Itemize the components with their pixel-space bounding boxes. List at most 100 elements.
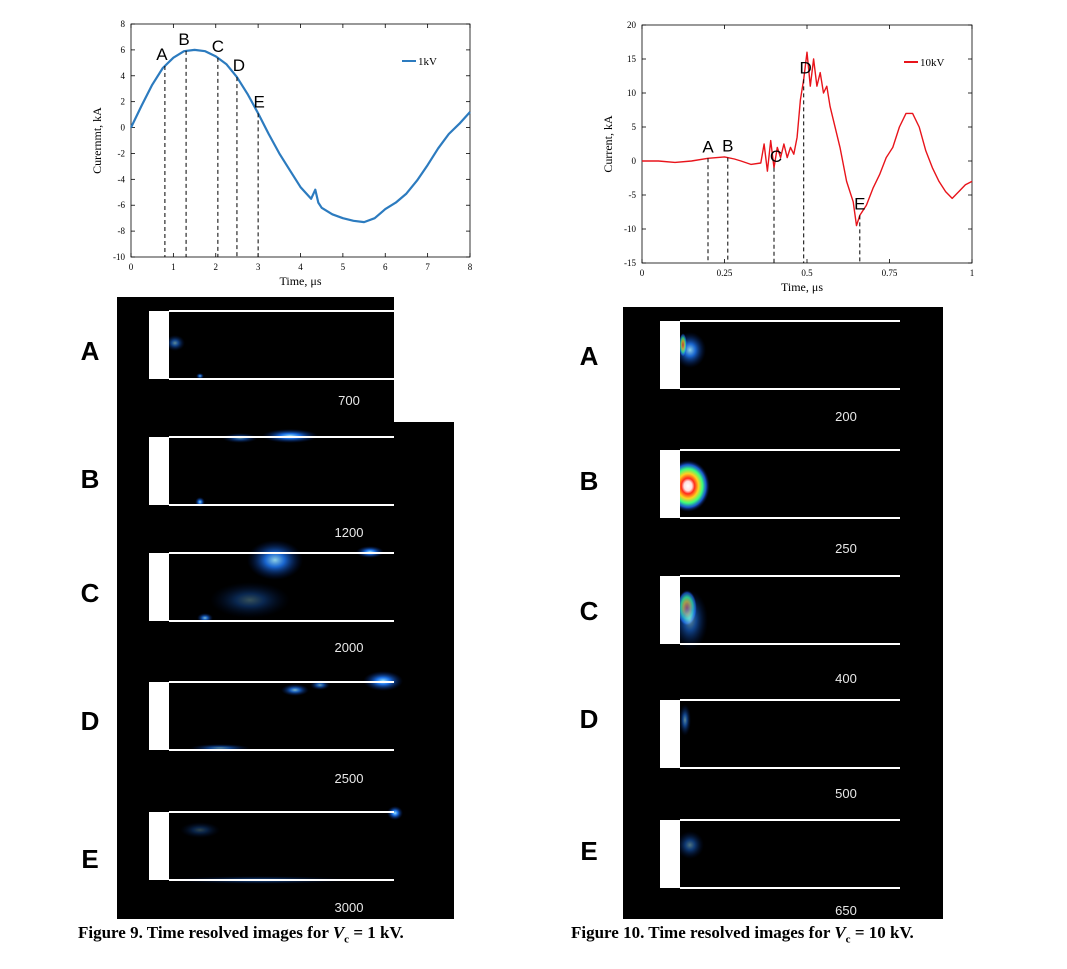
electrode [149,311,169,379]
y-tick-label: 0 [121,123,126,133]
electrode [660,321,680,389]
electrode [149,553,169,621]
plasma-glow [676,831,704,859]
x-tick-label: 5 [341,262,346,272]
plasma-glow [180,822,220,838]
frame-value: 200 [835,409,857,424]
legend-label: 1kV [418,56,437,68]
marker-label: A [702,137,714,156]
frame-value: 700 [338,393,360,408]
electrode [149,437,169,505]
figure9-frame-d: 2500 [140,668,454,786]
electrode [660,576,680,644]
frame-value: 1200 [335,525,364,540]
x-tick-label: 0.25 [717,268,733,278]
y-tick-label: -2 [118,148,126,158]
plasma-glow [387,806,403,820]
frame-value: 400 [835,671,857,686]
y-tick-label: 5 [632,122,637,132]
x-tick-label: 8 [468,262,473,272]
y-tick-label: 6 [121,45,126,55]
figure9-image-panel: 700 1200 2000 2500 3000 [117,297,454,919]
frame-value: 650 [835,903,857,918]
y-axis-label: Curernmt, kA [90,107,104,174]
plasma-glow [165,335,185,351]
x-tick-label: 0 [640,268,645,278]
x-tick-label: 2 [214,262,219,272]
figure10-image-panel: 200 250 400 500 650 [623,307,943,919]
figure10-caption: Figure 10. Time resolved images for Vc =… [571,923,914,946]
current-chart-10kv: 0 0.25 0.5 0.75 1 20 15 10 5 0 -5 -10 -15 Time, μs Cur… [601,20,974,294]
x-tick-label: 3 [256,262,261,272]
figure10-frame-a: 200 [660,320,900,424]
plasma-glow [672,590,708,650]
y-tick-label: 2 [121,97,126,107]
figure9-frame-c: 2000 [140,539,454,655]
figure9-row-letter: C [81,578,100,608]
plasma-glow [679,333,687,357]
x-tick-label: 0.5 [801,268,813,278]
x-tick-label: 0 [129,262,134,272]
figure9-frame-e: 3000 [140,798,454,915]
x-tick-label: 4 [298,262,303,272]
legend-label: 10kV [920,57,945,69]
figure9-row-letter: A [81,336,100,366]
plasma-glow [196,373,204,379]
electrode [660,700,680,768]
plasma-glow [247,540,303,580]
y-tick-label: 8 [121,19,126,29]
electrode [660,820,680,888]
figure9-frame-b: 1200 [140,423,454,540]
y-tick-label: 20 [627,20,637,30]
figure10-row-letter: E [580,836,597,866]
y-tick-label: 15 [627,54,637,64]
plasma-glow [679,704,691,736]
figure9-panel-notch [394,297,454,422]
figure9-row-letter: B [81,464,100,494]
figure10-row-letter: A [580,341,599,371]
figure9-frame-a: 700 [149,310,394,408]
x-axis-label: Time, μs [781,280,823,294]
frame-gap [140,668,454,678]
figure9-row-letter: D [81,706,100,736]
series-line [130,48,471,224]
figure10-frame-e: 650 [660,819,900,918]
marker-label: A [156,45,168,64]
frame-value: 250 [835,541,857,556]
x-tick-label: 1 [970,268,975,278]
y-tick-label: 4 [121,71,126,81]
marker-label: B [178,30,189,49]
marker-label: E [854,194,865,213]
figure10-frame-b: 250 [660,449,900,556]
marker-label: C [212,37,224,56]
x-tick-label: 1 [171,262,176,272]
y-tick-label: 10 [627,88,637,98]
marker-label: D [233,56,245,75]
figure10-frame-d: 500 [660,699,900,801]
y-tick-label: -4 [118,174,126,184]
marker-label: B [722,137,733,156]
y-axis-label: Current, kA [601,115,615,173]
figure10-row-letter: D [580,704,599,734]
figure10-row-letter: C [580,596,599,626]
frame-value: 500 [835,786,857,801]
series-line [642,51,973,227]
current-chart-1kv: 0 1 2 3 4 5 6 7 8 8 6 4 2 0 -2 -4 -6 -8 -10 Time, μs Curernm… [90,19,473,288]
electrode [149,812,169,880]
figure10-frame-c: 400 [660,575,900,686]
plasma-glow [210,582,290,618]
frame-value: 3000 [335,900,364,915]
x-tick-label: 0.75 [882,268,898,278]
electrode [660,450,680,518]
y-tick-label: -8 [118,226,126,236]
figure9-caption: Figure 9. Time resolved images for Vc = … [78,923,404,946]
plasma-glow [281,684,309,696]
marker-label: C [770,147,782,166]
y-tick-label: -10 [624,224,636,234]
figure10-row-letter: B [580,466,599,496]
x-axis-label: Time, μs [279,274,321,288]
frame-value: 2500 [335,771,364,786]
y-tick-label: -6 [118,200,126,210]
frame-gap [140,798,454,808]
